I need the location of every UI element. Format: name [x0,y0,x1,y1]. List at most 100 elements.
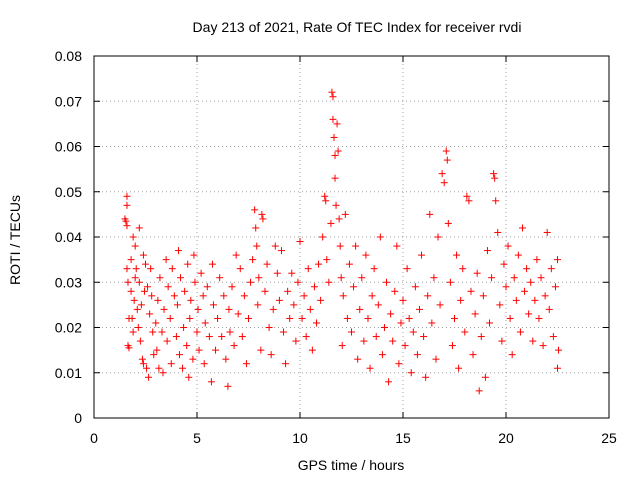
data-point [420,333,428,341]
data-point [153,346,161,354]
data-point [232,251,240,259]
data-point [496,301,504,309]
data-point [504,242,512,250]
x-tick-label: 15 [395,430,411,446]
data-point [154,296,162,304]
data-point [135,224,143,232]
data-point [539,342,547,350]
data-point [459,265,467,273]
data-point [549,333,557,341]
data-point [405,314,413,322]
data-point [481,373,489,381]
data-point [132,265,140,273]
data-point [393,242,401,250]
data-point [199,292,207,300]
grid-lines [94,56,609,418]
data-point [451,314,458,322]
data-point [341,210,349,218]
data-point [167,360,175,368]
x-tick-label: 0 [90,430,98,446]
y-axis-label: ROTI / TECUs [7,195,23,285]
data-point [336,242,344,250]
data-point [395,360,403,368]
data-point [508,351,516,359]
data-point [131,274,139,282]
data-point [554,364,561,372]
y-tick-label: 0.04 [55,229,82,245]
data-point [440,179,448,187]
data-point [267,351,275,359]
data-point [312,319,320,327]
data-point [348,328,355,336]
data-point [152,319,160,327]
data-point [140,287,148,295]
data-point [222,355,230,363]
data-point [209,301,217,309]
data-point [304,265,312,273]
data-point [374,301,382,309]
data-point [177,274,185,282]
x-tick-label: 20 [498,430,514,446]
y-tick-label: 0.02 [55,320,82,336]
data-point [183,342,191,350]
data-point [142,260,149,268]
data-point [143,364,151,372]
data-point [138,355,146,363]
data-point [370,265,378,273]
data-point [163,337,171,345]
data-point [535,314,543,322]
data-point [413,351,421,359]
data-point [490,170,498,178]
data-point [125,344,133,352]
data-point [245,314,252,322]
data-point [224,382,232,390]
data-point [328,88,336,96]
data-point [465,197,473,205]
data-point [205,333,213,341]
data-point [401,342,409,350]
data-point [475,387,483,395]
x-tick-label: 5 [193,430,201,446]
data-point [271,242,279,250]
data-point [191,278,199,286]
data-point [335,215,343,223]
data-point [366,364,374,372]
data-point [521,287,529,295]
data-point [473,269,481,277]
data-point [389,337,397,345]
data-point [226,328,234,336]
data-point [399,296,407,304]
data-point [284,287,292,295]
data-point [147,265,155,273]
data-point [514,251,522,259]
data-point [418,251,426,259]
data-point [208,260,216,268]
data-point [467,287,475,295]
data-point [269,305,277,313]
data-point [453,251,461,259]
data-point [123,222,131,230]
data-point [403,265,411,273]
data-point [541,292,549,300]
data-point [173,301,181,309]
y-tick-label: 0.07 [55,93,82,109]
data-point [230,342,238,350]
data-point [448,342,456,350]
data-point [354,355,362,363]
data-point [181,287,189,295]
data-point [129,233,137,241]
data-point [180,324,188,331]
data-point [286,314,294,322]
data-point [190,251,198,259]
data-point [194,305,202,313]
data-point [317,296,325,304]
data-point [263,260,271,268]
data-point [345,260,353,268]
data-point [238,333,246,341]
data-point [555,346,563,354]
data-point [383,278,391,286]
x-tick-label: 25 [601,430,617,446]
data-point [500,260,508,268]
data-point [220,292,228,300]
